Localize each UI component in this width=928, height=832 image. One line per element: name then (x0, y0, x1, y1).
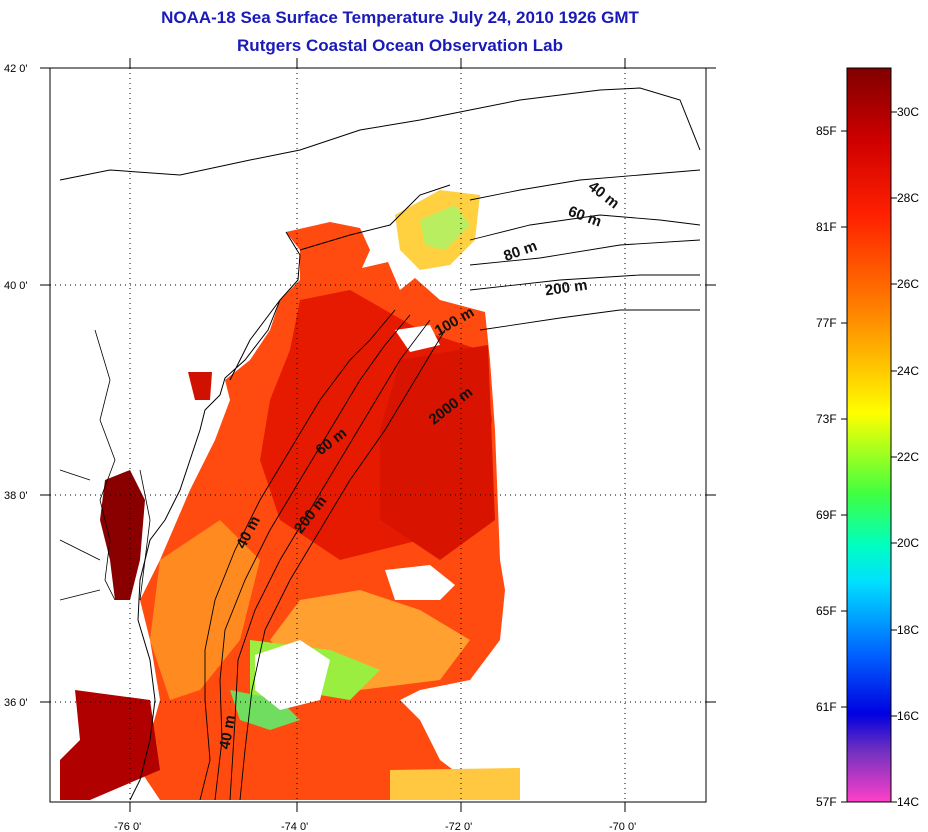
colorbar-label-22c: 22C (897, 450, 919, 464)
colorbar-label-61f: 61F (816, 700, 837, 714)
sst-field (60, 190, 520, 800)
coastline (59, 87, 701, 801)
lon-label-70: -70 0' (609, 821, 636, 832)
lat-label-38: 38 0' (4, 490, 28, 502)
colorbar-label-81f: 81F (816, 220, 837, 234)
contour-label-40m-south: 40 m (216, 714, 239, 751)
colorbar-label-30c: 30C (897, 105, 919, 119)
lat-label-42: 42 0' (4, 63, 28, 75)
colorbar-gradient (846, 67, 892, 803)
map-panel: 40 m 60 m 80 m 200 m 100 m 2000 m 60 m 2… (4, 58, 716, 832)
colorbar-label-14c: 14C (897, 795, 919, 809)
colorbar-label-28c: 28C (897, 191, 919, 205)
sst-li-cool (420, 205, 470, 250)
latitude-labels: 42 0' 40 0' 38 0' 36 0' (4, 63, 28, 709)
colorbar-label-57f: 57F (816, 795, 837, 809)
lon-label-72: -72 0' (445, 821, 472, 832)
colorbar-label-77f: 77F (816, 316, 837, 330)
map-subtitle: Rutgers Coastal Ocean Observation Lab (237, 36, 563, 55)
lat-label-40: 40 0' (4, 280, 28, 292)
colorbar-label-85f: 85F (816, 124, 837, 138)
colorbar-label-16c: 16C (897, 709, 919, 723)
no-data-gap-2 (255, 640, 330, 710)
lon-label-76: -76 0' (114, 821, 141, 832)
colorbar-label-18c: 18C (897, 623, 919, 637)
colorbar-label-24c: 24C (897, 364, 919, 378)
colorbar-label-26c: 26C (897, 277, 919, 291)
sst-cooler-south (150, 520, 260, 700)
sst-albemarle (60, 690, 160, 800)
contour-label-200m-north: 200 m (544, 277, 588, 300)
lon-label-74: -74 0' (281, 821, 308, 832)
colorbar-label-20c: 20C (897, 536, 919, 550)
colorbar-label-69f: 69F (816, 508, 837, 522)
sst-delaware-bay (188, 372, 212, 400)
no-data-gap-1 (385, 565, 455, 600)
chesapeake-shore (59, 329, 151, 601)
axis-ticks (40, 58, 716, 812)
longitude-labels: -76 0' -74 0' -72 0' -70 0' (114, 821, 636, 832)
map-title: NOAA-18 Sea Surface Temperature July 24,… (161, 8, 639, 27)
sst-hot-east (380, 345, 495, 560)
no-data-gap-3 (395, 325, 440, 352)
sst-southern-strip (390, 768, 520, 800)
sst-green-patch-2 (230, 690, 300, 730)
colorbar-label-65f: 65F (816, 604, 837, 618)
lat-label-36: 36 0' (4, 697, 28, 709)
sst-chesapeake (100, 470, 145, 600)
colorbar: 85F 81F 77F 73F 69F 65F 61F 57F 30C 28C … (816, 67, 919, 809)
colorbar-label-73f: 73F (816, 412, 837, 426)
